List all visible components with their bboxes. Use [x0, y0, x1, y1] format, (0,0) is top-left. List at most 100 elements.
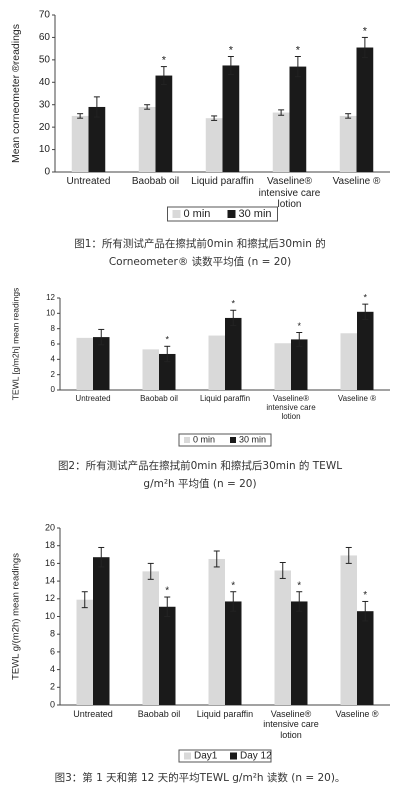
- x-tick-label: Liquid paraffin: [196, 709, 254, 719]
- significance-marker: *: [296, 44, 301, 56]
- significance-marker: *: [165, 335, 169, 345]
- bar: [155, 75, 173, 172]
- legend: [178, 749, 272, 763]
- y-axis-label: TEWL g/(m2h) mean readings: [11, 553, 22, 680]
- x-tick-label: Untreated: [66, 176, 111, 187]
- x-tick-label-box: Vaseline ®: [332, 176, 381, 187]
- x-tick-label: Baobab oil: [140, 394, 178, 403]
- significance-marker: *: [363, 590, 367, 601]
- bar: [340, 333, 357, 390]
- bar: [142, 571, 159, 705]
- y-tick-label: 14: [45, 575, 55, 585]
- x-tick-label-box: Baobab oil: [131, 176, 180, 187]
- y-tick-label: 0: [50, 699, 55, 709]
- bar: [274, 343, 291, 390]
- x-tick-label: Vaseline® intensive care lotion: [258, 176, 321, 210]
- significance-marker: *: [297, 580, 301, 591]
- caption-box: 图1：所有测试产品在擦拭前0min 和擦拭后30min 的 Corneomete…: [74, 238, 326, 268]
- bar: [222, 65, 240, 172]
- bar: [138, 106, 156, 172]
- bar: [225, 317, 242, 390]
- y-tick-label: 6: [51, 339, 56, 348]
- y-tick-label: 2: [51, 370, 56, 379]
- x-tick-label: Baobab oil: [131, 176, 180, 187]
- bar: [208, 335, 225, 390]
- legend-swatch: [227, 210, 236, 218]
- significance-marker: *: [229, 44, 234, 56]
- significance-marker: *: [297, 321, 301, 331]
- y-tick-label: 6: [50, 646, 55, 656]
- x-tick-label: Vaseline ®: [335, 709, 379, 719]
- x-tick-label-box: Vaseline ®: [335, 709, 379, 719]
- y-tick-label: 20: [45, 522, 55, 532]
- bar: [93, 337, 110, 390]
- y-tick-label: 30: [39, 99, 51, 110]
- bar: [357, 311, 374, 390]
- y-tick-label: 70: [39, 10, 51, 21]
- y-tick-label: 0: [44, 167, 50, 178]
- significance-marker: *: [231, 299, 235, 309]
- bar: [159, 606, 176, 705]
- bar: [289, 66, 307, 172]
- bar: [76, 599, 93, 705]
- x-tick-label: Liquid paraffin: [199, 394, 251, 403]
- x-tick-label-box: Vaseline ®: [337, 394, 377, 403]
- x-tick-label: Untreated: [73, 709, 113, 719]
- bar: [272, 112, 290, 172]
- bar: [93, 557, 110, 705]
- x-tick-label-box: Vaseline® intensive care lotion: [258, 176, 321, 210]
- y-tick-label: 0: [51, 385, 56, 394]
- x-tick-label: Vaseline ®: [337, 394, 377, 403]
- bar: [274, 570, 291, 705]
- bar: [205, 118, 223, 172]
- legend-swatch: [230, 752, 237, 760]
- bar: [208, 558, 225, 705]
- y-tick-label: 20: [39, 122, 51, 133]
- y-tick-label: 60: [39, 32, 51, 43]
- y-tick-label: 2: [50, 682, 55, 692]
- bar: [291, 339, 308, 390]
- x-tick-label: Vaseline® intensive care lotion: [263, 709, 319, 740]
- x-tick-label: Vaseline ®: [332, 176, 381, 187]
- legend-label: 0 min: [193, 434, 215, 444]
- x-tick-label-box: Untreated: [73, 709, 113, 719]
- y-tick-label: 10: [39, 144, 51, 155]
- x-tick-label-box: Baobab oil: [137, 709, 181, 719]
- bar: [356, 47, 374, 173]
- bar: [340, 555, 357, 705]
- legend-swatch: [184, 752, 191, 760]
- significance-marker: *: [162, 54, 167, 66]
- legend-label: 30 min: [239, 434, 266, 444]
- y-tick-label: 12: [46, 293, 55, 302]
- y-tick-label: 8: [51, 324, 56, 333]
- y-tick-label: 40: [39, 77, 51, 88]
- x-tick-label-box: Liquid paraffin: [191, 176, 254, 187]
- significance-marker: *: [363, 25, 368, 37]
- bar: [88, 106, 106, 172]
- bar: [225, 601, 242, 705]
- bar: [71, 115, 89, 172]
- y-tick-label: 16: [45, 558, 55, 568]
- x-tick-label-box: Vaseline® intensive care lotion: [263, 709, 319, 740]
- legend-label: Day 12: [240, 751, 272, 762]
- legend-label: 0 min: [184, 208, 211, 220]
- caption: 图3：第 1 天和第 12 天的平均TEWL g/m²h 读数 (n = 20)…: [54, 772, 346, 784]
- legend-swatch: [230, 437, 236, 443]
- x-tick-label: Baobab oil: [137, 709, 181, 719]
- x-tick-label: Vaseline® intensive care lotion: [266, 394, 316, 422]
- bar: [291, 601, 308, 705]
- y-axis-label: TEWL [g/m2h] mean readings: [10, 288, 20, 401]
- y-axis-label: Mean corneometer ®readings: [10, 24, 22, 163]
- y-tick-label: 50: [39, 54, 51, 65]
- legend-label: 30 min: [239, 208, 272, 220]
- legend-label: Day1: [194, 751, 218, 762]
- x-tick-label-box: Liquid paraffin: [196, 709, 254, 719]
- x-tick-label: Untreated: [75, 394, 111, 403]
- x-tick-label-box: Untreated: [75, 394, 111, 403]
- bar: [357, 611, 374, 705]
- x-tick-label-box: Baobab oil: [140, 394, 178, 403]
- y-tick-label: 4: [51, 354, 56, 363]
- x-tick-label: Liquid paraffin: [191, 176, 254, 187]
